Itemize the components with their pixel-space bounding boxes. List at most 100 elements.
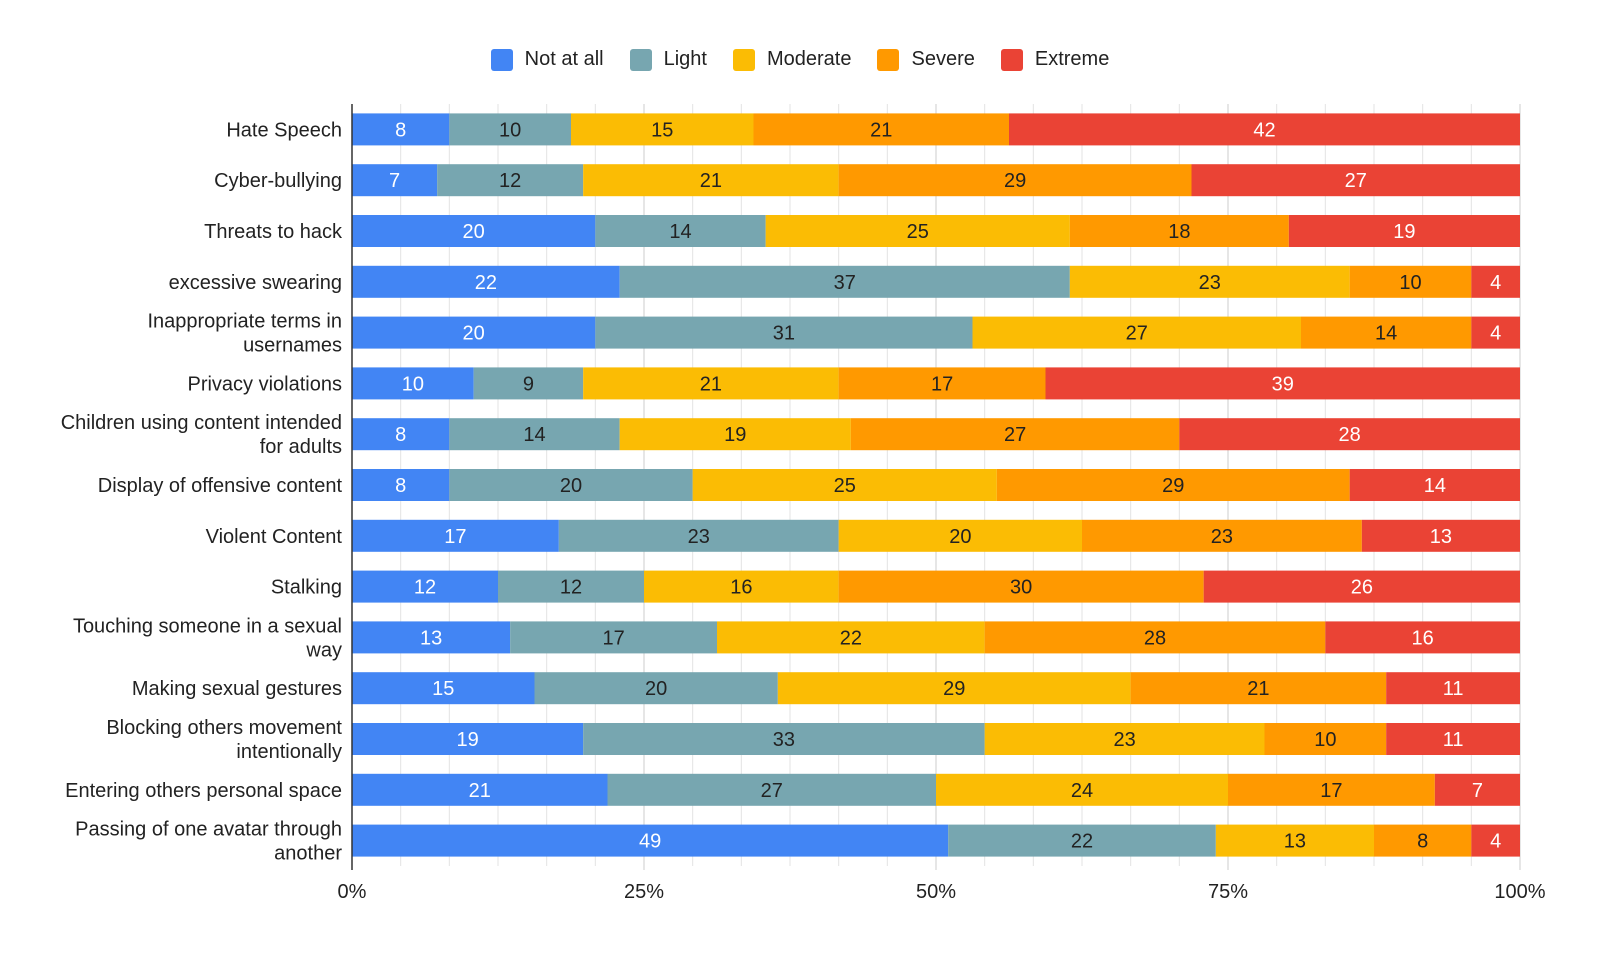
bar-segment-light — [449, 469, 693, 501]
legend-item-severe: Severe — [877, 48, 975, 71]
bar-segment-extreme — [1191, 164, 1520, 197]
data-label: 20 — [463, 221, 485, 243]
bar-segment-light — [510, 621, 717, 654]
bar-segment-light — [558, 519, 839, 552]
data-label: 7 — [1472, 780, 1483, 802]
legend-label: Not at all — [524, 48, 604, 70]
data-label: 20 — [949, 526, 971, 548]
bar-segment-extreme — [1325, 621, 1520, 654]
data-label: 22 — [840, 627, 862, 649]
bar-segment-extreme — [1203, 570, 1520, 603]
data-label: 33 — [773, 729, 795, 751]
bar-segment-not-at-all — [352, 824, 949, 857]
data-label: 17 — [444, 526, 466, 548]
bar-segment-severe — [1349, 265, 1472, 298]
data-label: 10 — [1314, 729, 1336, 751]
data-label: 27 — [1004, 424, 1026, 446]
data-label: 23 — [1113, 729, 1135, 751]
bar-segment-moderate — [619, 418, 851, 451]
bar-segment-severe — [838, 164, 1192, 197]
bar-segment-not-at-all — [352, 621, 511, 654]
data-label: 10 — [499, 119, 521, 141]
legend-item-extreme: Extreme — [1000, 48, 1109, 71]
bar-segment-not-at-all — [352, 570, 498, 603]
category-label: Privacy violations — [187, 373, 342, 395]
bar-segment-severe — [996, 469, 1350, 501]
data-label: 29 — [1004, 170, 1026, 192]
category-label: Display of offensive content — [98, 475, 343, 497]
bar-segment-light — [595, 215, 766, 247]
legend-swatch — [1000, 48, 1023, 71]
bar-segment-extreme — [1386, 723, 1520, 755]
category-label: another — [274, 843, 342, 865]
bar-segment-severe — [1374, 824, 1472, 857]
legend-label: Moderate — [766, 48, 852, 70]
data-label: 25 — [834, 475, 856, 497]
legend-swatch — [629, 48, 652, 71]
bar-segment-light — [595, 316, 973, 349]
bar-segment-not-at-all — [352, 418, 450, 451]
data-label: 21 — [870, 119, 892, 141]
data-label: 4 — [1490, 323, 1501, 345]
category-label: Stalking — [271, 577, 342, 599]
x-tick-label: 75% — [1208, 881, 1248, 903]
data-label: 10 — [1399, 272, 1421, 294]
bar-segment-light — [534, 672, 778, 705]
bar-segment-light — [619, 265, 1070, 298]
data-label: 8 — [395, 424, 406, 446]
category-label: Touching someone in a sexual — [73, 615, 342, 637]
data-label: 20 — [463, 323, 485, 345]
bar-segment-severe — [850, 418, 1180, 451]
category-label: Children using content intended — [61, 412, 342, 434]
bar-segment-moderate — [984, 723, 1265, 755]
data-label: 21 — [700, 373, 722, 395]
bar-segment-extreme — [1361, 519, 1520, 552]
bar-segment-light — [498, 570, 644, 603]
bar-segment-light — [583, 723, 985, 755]
data-label: 14 — [1424, 475, 1446, 497]
data-label: 27 — [761, 780, 783, 802]
bar-segment-moderate — [571, 113, 754, 146]
data-label: 23 — [1199, 272, 1221, 294]
category-label: Inappropriate terms in — [147, 311, 342, 333]
bar-segment-moderate — [972, 316, 1301, 349]
data-label: 12 — [414, 577, 436, 599]
legend-item-light: Light — [629, 48, 707, 71]
data-label: 17 — [602, 627, 624, 649]
chart-legend: Not at all Light Moderate Severe Extreme — [0, 48, 1600, 71]
data-label: 26 — [1351, 577, 1373, 599]
data-label: 31 — [773, 323, 795, 345]
bar-segment-not-at-all — [352, 316, 596, 349]
bar-segment-severe — [1069, 215, 1289, 247]
bar-segment-light — [449, 418, 620, 451]
bar-segment-not-at-all — [352, 215, 596, 247]
data-label: 19 — [724, 424, 746, 446]
data-label: 29 — [1162, 475, 1184, 497]
data-label: 4 — [1490, 831, 1501, 853]
bar-segment-moderate — [583, 164, 839, 197]
bar-segment-moderate — [1215, 824, 1374, 857]
data-label: 17 — [931, 373, 953, 395]
legend-item-moderate: Moderate — [732, 48, 852, 71]
bar-segment-severe — [753, 113, 1009, 146]
data-label: 19 — [456, 729, 478, 751]
bar-segment-not-at-all — [352, 469, 450, 501]
data-label: 9 — [523, 373, 534, 395]
bar-segment-not-at-all — [352, 265, 620, 298]
bar-segment-not-at-all — [352, 672, 535, 705]
bar-segment-not-at-all — [352, 367, 474, 400]
bar-segment-light — [948, 824, 1216, 857]
data-label: 13 — [1430, 526, 1452, 548]
data-label: 21 — [469, 780, 491, 802]
data-label: 25 — [907, 221, 929, 243]
data-label: 21 — [1247, 678, 1269, 700]
data-label: 14 — [523, 424, 545, 446]
bar-segment-extreme — [1288, 215, 1520, 247]
category-label: Passing of one avatar through — [75, 819, 342, 841]
data-label: 13 — [1284, 831, 1306, 853]
data-label: 13 — [420, 627, 442, 649]
data-label: 23 — [688, 526, 710, 548]
data-label: 37 — [834, 272, 856, 294]
data-label: 22 — [1071, 831, 1093, 853]
bar-segment-extreme — [1045, 367, 1520, 400]
